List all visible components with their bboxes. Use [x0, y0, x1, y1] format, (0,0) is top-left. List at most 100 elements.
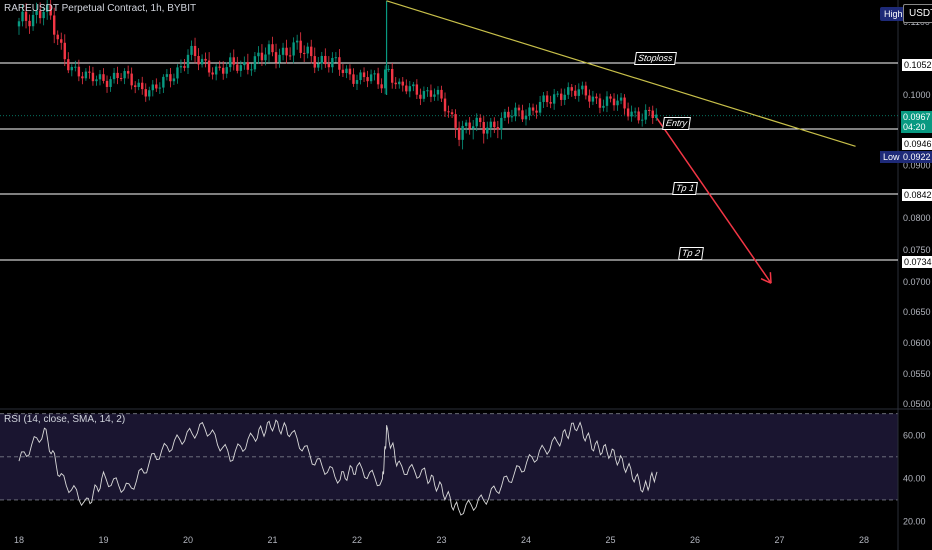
price-tick-label: 0.0550: [903, 369, 931, 379]
tp2-tag: Tp 2: [678, 247, 704, 260]
entry-tag: Entry: [662, 117, 691, 130]
candle-body: [197, 55, 200, 65]
candle-body: [570, 87, 573, 91]
candle-body: [373, 73, 376, 75]
candle-body: [95, 79, 98, 82]
candle-body: [141, 82, 144, 90]
candle-body: [531, 107, 535, 111]
candle-body: [119, 78, 123, 80]
candle-body: [200, 58, 204, 65]
candle-body: [362, 72, 366, 78]
tp1-tag: Tp 1: [672, 182, 698, 195]
candle-body: [338, 57, 341, 70]
candle-body: [165, 74, 169, 77]
candle-body: [183, 66, 186, 68]
candle-body: [102, 74, 105, 81]
candle-body: [454, 114, 457, 128]
candle-body: [514, 107, 517, 117]
candle-body: [169, 74, 172, 82]
candle-body: [24, 11, 28, 21]
candle-body: [98, 74, 102, 80]
candle-body: [419, 94, 422, 99]
candle-body: [295, 40, 299, 43]
candle-body: [42, 11, 45, 19]
rsi-tick-label: 40.00: [903, 473, 926, 483]
candle-body: [482, 122, 485, 134]
candle-body: [464, 122, 468, 126]
candle-body: [207, 60, 211, 73]
current-price: 0.0967: [903, 112, 931, 122]
candle-body: [524, 115, 528, 120]
candle-body: [257, 52, 260, 57]
candle-body: [190, 45, 193, 55]
time-tick-label: 20: [183, 535, 193, 545]
candle-body: [331, 57, 334, 68]
candle-body: [112, 72, 116, 80]
candle-body: [436, 89, 440, 95]
candle-body: [105, 80, 109, 87]
candle-body: [479, 117, 482, 123]
candle-body: [84, 71, 88, 79]
candle-body: [619, 97, 623, 101]
candle-body: [426, 90, 429, 92]
chart-title: RAREUSDT Perpetual Contract, 1h, BYBIT: [4, 3, 197, 14]
stoploss-price-box: 0.1052: [901, 58, 932, 72]
candle-body: [630, 111, 633, 117]
candle-body: [246, 62, 250, 70]
candle-body: [123, 71, 126, 79]
candle-body: [405, 85, 408, 92]
time-tick-label: 28: [859, 535, 869, 545]
candle-body: [528, 107, 531, 116]
candle-body: [334, 57, 338, 59]
candle-body: [616, 100, 619, 106]
candle-body: [151, 84, 154, 91]
candle-body: [345, 68, 348, 74]
candle-body: [278, 54, 281, 63]
candle-body: [60, 39, 63, 43]
candle-body: [391, 68, 394, 83]
candle-body: [271, 44, 274, 53]
candle-body: [193, 45, 197, 56]
candle-body: [581, 85, 584, 90]
candle-body: [644, 109, 647, 120]
candle-body: [598, 98, 602, 108]
candle-body: [577, 89, 581, 96]
candle-body: [521, 110, 524, 120]
candle-body: [563, 94, 566, 100]
candle-body: [176, 67, 179, 79]
candle-body: [500, 117, 503, 130]
candle-body: [591, 96, 595, 102]
rsi-tick-label: 60.00: [903, 430, 926, 440]
currency-button[interactable]: USDT: [903, 4, 932, 23]
candle-body: [538, 101, 542, 113]
candle-body: [447, 111, 450, 113]
candle-body: [348, 68, 352, 75]
time-tick-label: 22: [352, 535, 362, 545]
price-axis: 0.11000.10000.09500.09000.08000.07500.07…: [903, 17, 931, 409]
price-series: [17, 0, 658, 150]
candle-body: [218, 66, 221, 68]
candle-body: [461, 125, 464, 140]
candle-body: [605, 96, 609, 106]
candle-body: [440, 89, 443, 99]
candle-body: [88, 71, 91, 73]
candle-body: [366, 77, 369, 82]
candle-body: [126, 71, 130, 74]
candle-body: [320, 55, 323, 64]
candle-body: [443, 98, 447, 112]
candle-body: [17, 21, 21, 27]
countdown: 04:20: [903, 122, 926, 132]
rsi-axis: 60.00 40.00 20.00: [903, 430, 926, 526]
candle-body: [253, 56, 257, 70]
candle-body: [655, 114, 658, 118]
tp2-price-box: 0.0734: [901, 255, 932, 269]
candle-body: [264, 54, 267, 61]
price-tick-label: 0.0900: [903, 161, 931, 171]
candle-body: [637, 111, 640, 121]
time-tick-label: 18: [14, 535, 24, 545]
candle-body: [236, 64, 239, 71]
arrow-head-1: [769, 272, 772, 284]
candle-body: [457, 127, 461, 140]
candle-body: [415, 84, 419, 95]
